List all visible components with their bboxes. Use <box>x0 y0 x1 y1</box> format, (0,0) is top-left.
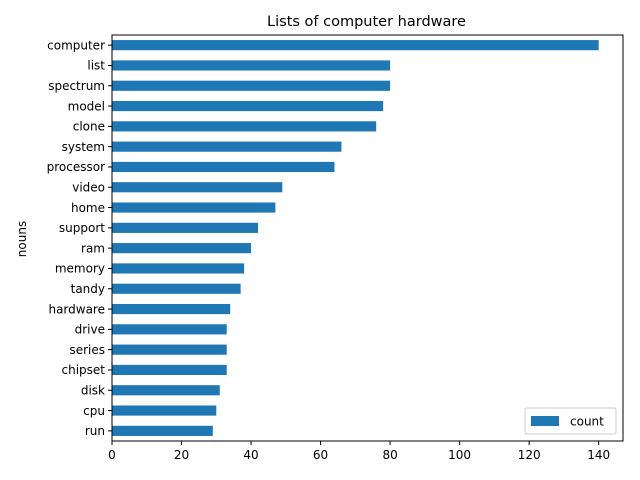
y-tick-label: video <box>72 180 105 194</box>
x-tick-label: 120 <box>518 448 541 462</box>
bar-computer <box>112 40 599 51</box>
bar-drive <box>112 324 227 335</box>
bar-spectrum <box>112 80 391 91</box>
x-tick-label: 140 <box>587 448 610 462</box>
legend: count <box>524 407 617 435</box>
y-tick-label: series <box>69 343 105 357</box>
y-tick-label: list <box>87 59 105 73</box>
bar-series <box>112 344 227 355</box>
x-tick-label: 20 <box>174 448 189 462</box>
x-ticks: 0 20 40 60 80 100 120 140 <box>108 441 610 462</box>
bar-tandy <box>112 283 241 294</box>
y-tick-label: model <box>68 99 105 113</box>
y-tick-label: system <box>62 140 105 154</box>
legend-box <box>524 407 617 435</box>
bar-hardware <box>112 303 231 315</box>
y-tick-label: processor <box>47 160 105 174</box>
y-tick-label: spectrum <box>48 79 105 93</box>
y-tick-label: drive <box>75 323 105 337</box>
y-tick-label: tandy <box>71 282 105 296</box>
bar-video <box>112 182 283 193</box>
chart-title: Lists of computer hardware <box>267 14 466 30</box>
y-tick-label: computer <box>47 38 105 52</box>
legend-label: count <box>570 415 604 429</box>
bar-processor <box>112 161 335 173</box>
x-tick-label: 100 <box>448 448 471 462</box>
y-tick-label: chipset <box>62 363 106 377</box>
y-ticks: computer list spectrum model clone system proc… <box>47 38 112 438</box>
bar-system <box>112 141 342 152</box>
y-tick-label: disk <box>81 383 105 397</box>
y-tick-label: run <box>85 424 105 438</box>
legend-swatch <box>531 416 559 426</box>
y-tick-label: hardware <box>48 302 105 316</box>
bar-memory <box>112 263 245 274</box>
y-axis-label: nouns <box>15 221 29 257</box>
y-tick-label: home <box>71 201 105 215</box>
y-tick-label: memory <box>55 262 105 276</box>
bar-cpu <box>112 405 217 416</box>
y-tick-label: clone <box>73 120 105 134</box>
bar-model <box>112 100 384 112</box>
x-tick-label: 0 <box>108 448 116 462</box>
bar-clone <box>112 121 377 132</box>
bar-ram <box>112 243 252 254</box>
bars-layer <box>112 40 599 436</box>
bar-run <box>112 425 213 436</box>
y-tick-label: ram <box>81 241 105 255</box>
bar-support <box>112 222 258 233</box>
bar-chipset <box>112 364 227 376</box>
bar-disk <box>112 385 220 396</box>
x-tick-label: 60 <box>313 448 328 462</box>
x-tick-label: 40 <box>243 448 258 462</box>
x-tick-label: 80 <box>382 448 397 462</box>
y-tick-label: cpu <box>83 404 105 418</box>
plot-frame <box>111 34 624 442</box>
bar-home <box>112 202 276 213</box>
y-tick-label: support <box>59 221 105 235</box>
bar-list <box>112 60 391 71</box>
